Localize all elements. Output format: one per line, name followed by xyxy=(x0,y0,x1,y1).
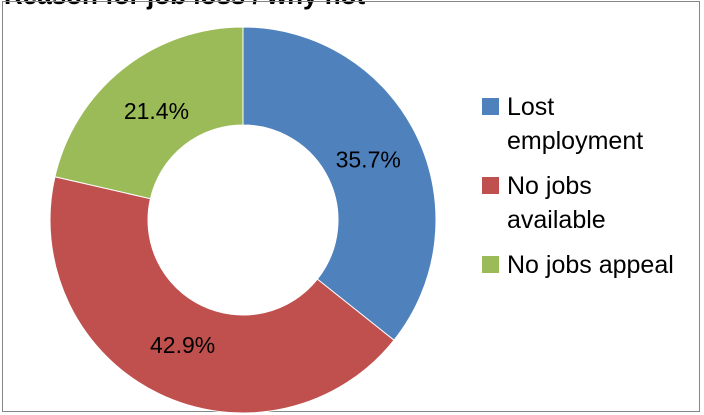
legend-swatch-green xyxy=(482,256,499,273)
legend-swatch-red xyxy=(482,177,499,194)
legend-label-line1: No jobs xyxy=(507,172,592,200)
legend-label-line1: Lost xyxy=(507,93,555,121)
data-label: 21.4% xyxy=(124,98,189,124)
data-label: 42.9% xyxy=(150,332,215,358)
chart-title: Reason for job loss / why not xyxy=(4,0,365,11)
donut-slice-no-jobs-available xyxy=(49,176,395,414)
legend-label-line2: available xyxy=(507,206,606,234)
legend-label-line2: employment xyxy=(507,127,644,155)
legend-label-line1: No jobs appeal xyxy=(507,251,674,279)
legend-item-no-jobs-appeal: No jobs appeal xyxy=(482,248,674,282)
donut-slice-lost-employment xyxy=(242,26,437,341)
legend: Lost employment No jobs available No job… xyxy=(482,90,674,293)
donut-slice-no-jobs-appeal xyxy=(54,26,244,200)
legend-item-lost-employment: Lost employment xyxy=(482,90,674,158)
data-label: 35.7% xyxy=(336,147,401,173)
legend-swatch-blue xyxy=(482,98,499,115)
legend-item-no-jobs-available: No jobs available xyxy=(482,169,674,237)
